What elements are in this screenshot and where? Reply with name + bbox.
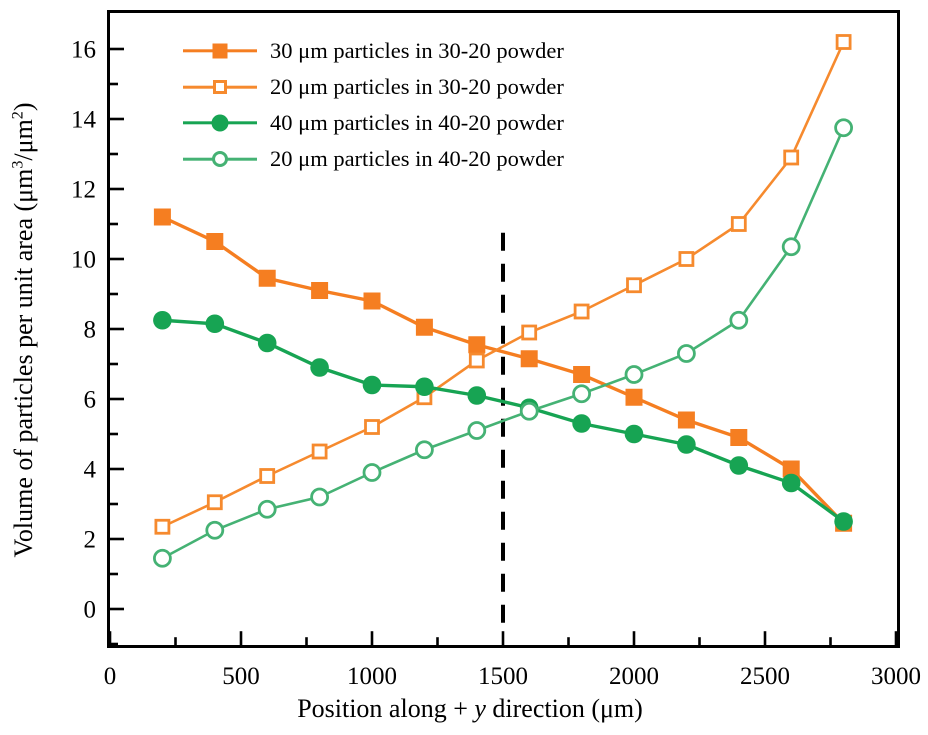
- axis-ticks: [108, 47, 898, 646]
- y-tick-label: 14: [71, 107, 97, 134]
- data-point: [572, 384, 591, 404]
- x-tick-label: 1000: [347, 663, 397, 690]
- x-tick-label: 2000: [609, 663, 659, 690]
- x-tick-label: 500: [222, 663, 260, 690]
- x-tick-label: 1500: [478, 663, 528, 690]
- data-point: [257, 499, 277, 519]
- legend-label: 30 μm particles in 30-20 powder: [270, 38, 564, 63]
- data-point: [415, 318, 433, 336]
- data-point: [730, 429, 748, 446]
- data-point: [153, 208, 171, 226]
- x-axis-title: Position along + y direction (μm): [297, 694, 643, 723]
- data-point: [782, 460, 800, 478]
- data-point: [258, 269, 276, 287]
- data-point: [677, 411, 695, 429]
- data-point: [257, 333, 277, 353]
- data-point: [363, 292, 381, 310]
- data-point: [259, 468, 276, 484]
- y-tick-label: 0: [84, 597, 97, 624]
- data-point: [311, 443, 328, 460]
- data-point: [362, 463, 382, 482]
- data-point: [781, 473, 801, 493]
- data-point: [729, 456, 749, 475]
- data-point: [415, 377, 434, 397]
- y-tick-label: 2: [84, 527, 97, 554]
- data-point: [835, 34, 852, 50]
- data-point: [834, 512, 853, 531]
- data-point: [468, 336, 486, 354]
- series-markers-3: [152, 118, 853, 568]
- legend-item-30um-30-20: 30 μm particles in 30-20 powder: [183, 33, 564, 69]
- data-point: [572, 414, 591, 433]
- data-point: [414, 440, 434, 460]
- data-point: [467, 386, 487, 405]
- data-point: [468, 352, 485, 369]
- data-point: [152, 548, 172, 568]
- data-point: [678, 251, 695, 267]
- data-point: [519, 401, 539, 421]
- legend-item-20um-40-20: 20 μm particles in 40-20 powder: [183, 141, 564, 177]
- data-point: [205, 520, 225, 540]
- data-point: [625, 388, 643, 406]
- y-tick-label: 6: [84, 387, 97, 414]
- legend-label: 40 μm particles in 40-20 powder: [270, 110, 564, 135]
- data-point: [206, 494, 223, 511]
- series-line-1: [161, 41, 845, 528]
- legend-label: 20 μm particles in 40-20 powder: [270, 146, 564, 171]
- data-point: [677, 435, 696, 454]
- data-point: [834, 118, 853, 138]
- y-tick-label: 8: [84, 317, 97, 344]
- tick-labels: 0 2 4 6 8 10 12 14 16 0 500 1000 1500 2000 2500 3000: [71, 37, 921, 691]
- data-point: [311, 282, 329, 299]
- x-tick-label: 0: [104, 663, 117, 690]
- data-point: [310, 358, 329, 377]
- plot-border: [107, 10, 900, 648]
- data-point: [730, 216, 747, 232]
- series-line-2: [162, 318, 845, 523]
- data-point: [205, 314, 225, 334]
- legend: 30 μm particles in 30-20 powder 20 μm pa…: [183, 33, 564, 177]
- legend-item-20um-30-20: 20 μm particles in 30-20 powder: [183, 69, 564, 105]
- data-point: [467, 421, 487, 440]
- data-point: [206, 233, 224, 250]
- data-point: [520, 350, 538, 368]
- legend-label: 20 μm particles in 30-20 powder: [270, 74, 564, 99]
- x-tick-label: 2500: [740, 663, 790, 690]
- data-point: [521, 324, 538, 341]
- data-point: [573, 366, 591, 383]
- y-axis-title: Volume of particles per unit area (μm3/μ…: [9, 102, 38, 558]
- data-point: [781, 237, 801, 257]
- data-point: [362, 375, 382, 395]
- legend-marker-square-filled-icon: [183, 40, 257, 62]
- x-tick-label: 3000: [871, 663, 921, 690]
- y-tick-label: 16: [71, 37, 96, 64]
- data-point: [677, 344, 696, 363]
- data-point: [729, 310, 749, 330]
- legend-item-40um-40-20: 40 μm particles in 40-20 powder: [183, 105, 564, 141]
- series-markers-0: [153, 208, 853, 532]
- legend-marker-circle-open-icon: [183, 148, 257, 170]
- series-markers-1: [154, 34, 852, 535]
- series-line-0: [161, 215, 845, 525]
- data-point: [153, 310, 172, 330]
- data-point: [364, 419, 380, 435]
- legend-marker-circle-filled-icon: [183, 112, 257, 134]
- series-markers-2: [153, 310, 853, 531]
- legend-marker-square-open-icon: [183, 76, 257, 98]
- data-point: [624, 365, 644, 384]
- data-point: [783, 149, 800, 166]
- y-tick-label: 10: [71, 247, 96, 274]
- data-point: [573, 303, 590, 320]
- y-tick-label: 4: [84, 457, 97, 484]
- data-point: [310, 487, 330, 507]
- data-point: [626, 277, 642, 294]
- data-point: [154, 518, 171, 535]
- data-point: [624, 424, 644, 444]
- y-tick-label: 12: [71, 177, 96, 204]
